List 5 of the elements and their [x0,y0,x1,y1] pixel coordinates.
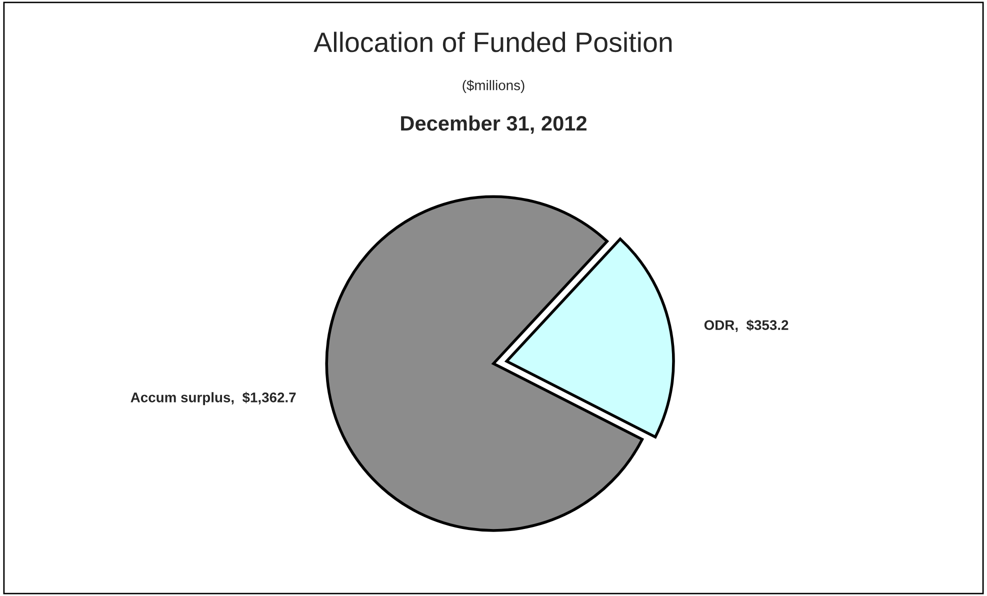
slice-label: ODR, $353.2 [704,320,788,332]
slice-label: Accum surplus, $1,362.7 [130,392,296,406]
chart-title: Allocation of Funded Position [314,32,672,52]
chart-subtitle: ($millions) [462,80,524,93]
text: December 31, 2012 [401,115,586,134]
